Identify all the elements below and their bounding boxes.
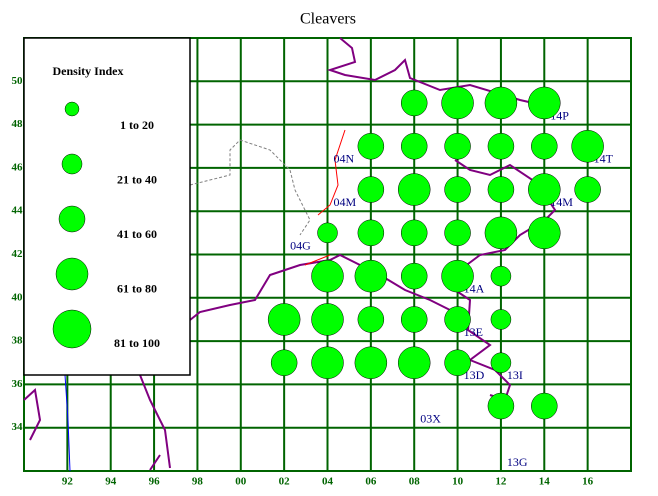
density-dot bbox=[490, 352, 512, 373]
density-dot bbox=[444, 349, 471, 376]
density-dot bbox=[441, 259, 474, 293]
density-dot bbox=[444, 306, 471, 333]
legend-box bbox=[23, 37, 191, 376]
legend-swatch bbox=[52, 309, 92, 349]
legend-title: Density Index bbox=[52, 64, 123, 78]
density-dot bbox=[270, 349, 298, 376]
y-tick-label: 48 bbox=[12, 118, 24, 130]
square-label: 13E bbox=[464, 325, 483, 339]
y-tick-label: 44 bbox=[12, 205, 24, 217]
density-dot bbox=[357, 176, 385, 203]
density-dot bbox=[528, 216, 561, 250]
x-tick-label: 14 bbox=[539, 476, 551, 488]
density-dot bbox=[531, 392, 558, 420]
density-dot bbox=[574, 176, 601, 203]
density-dot bbox=[487, 392, 515, 420]
legend-swatch bbox=[64, 101, 80, 117]
river bbox=[64, 374, 71, 472]
density-dot bbox=[311, 259, 344, 293]
density-dot bbox=[357, 133, 385, 160]
coastline bbox=[326, 37, 556, 109]
square-label: 04G bbox=[290, 238, 311, 252]
density-dot bbox=[528, 86, 561, 120]
x-tick-label: 08 bbox=[409, 476, 421, 488]
border bbox=[304, 129, 346, 266]
density-dot bbox=[444, 176, 471, 203]
square-label: 04N bbox=[334, 152, 355, 166]
legend-label: 81 to 100 bbox=[114, 336, 160, 350]
x-tick-label: 12 bbox=[495, 476, 507, 488]
density-dot bbox=[441, 86, 474, 120]
density-dot bbox=[357, 306, 385, 333]
density-dot bbox=[400, 89, 428, 117]
density-dot bbox=[397, 346, 431, 379]
square-label: 13G bbox=[507, 455, 528, 469]
coastline bbox=[453, 159, 557, 402]
map-title: Cleavers bbox=[300, 11, 356, 28]
border bbox=[189, 139, 311, 236]
square-label: 13I bbox=[507, 368, 523, 382]
x-tick-label: 98 bbox=[192, 476, 204, 488]
coastline bbox=[23, 374, 171, 471]
density-dot bbox=[484, 216, 518, 250]
x-tick-label: 02 bbox=[279, 476, 291, 488]
density-dot bbox=[267, 303, 301, 336]
legend-swatch bbox=[61, 153, 83, 175]
y-tick-label: 46 bbox=[12, 161, 24, 173]
x-tick-label: 16 bbox=[582, 476, 594, 488]
y-tick-label: 50 bbox=[12, 75, 24, 87]
density-dot bbox=[444, 133, 471, 160]
density-dot bbox=[487, 176, 515, 203]
density-dot bbox=[311, 303, 344, 336]
x-tick-label: 04 bbox=[322, 476, 334, 488]
density-dot bbox=[487, 133, 515, 160]
density-dot bbox=[400, 306, 428, 333]
density-dot bbox=[490, 265, 512, 287]
density-dot bbox=[571, 130, 604, 163]
density-dot bbox=[490, 309, 512, 330]
legend-label: 61 to 80 bbox=[117, 281, 157, 295]
x-tick-label: 10 bbox=[452, 476, 464, 488]
density-dot bbox=[528, 173, 561, 206]
density-dot bbox=[354, 346, 388, 379]
x-tick-label: 96 bbox=[149, 476, 161, 488]
square-label: 13D bbox=[464, 368, 485, 382]
x-tick-label: 06 bbox=[365, 476, 377, 488]
x-tick-label: 00 bbox=[235, 476, 247, 488]
legend-swatch bbox=[55, 257, 89, 291]
density-dot bbox=[354, 259, 388, 293]
y-tick-label: 40 bbox=[12, 291, 24, 303]
density-dot bbox=[400, 219, 428, 247]
boundaries bbox=[23, 37, 557, 472]
x-tick-label: 92 bbox=[62, 476, 74, 488]
density-dot bbox=[311, 346, 344, 379]
x-tick-label: 94 bbox=[105, 476, 117, 488]
legend-label: 21 to 40 bbox=[117, 172, 157, 186]
square-label: 04M bbox=[334, 195, 357, 209]
coastline bbox=[189, 253, 451, 321]
legend-swatch bbox=[58, 205, 86, 233]
density-dot bbox=[484, 86, 518, 120]
square-label: 03X bbox=[420, 411, 441, 425]
legend-label: 41 to 60 bbox=[117, 227, 157, 241]
density-dot bbox=[400, 133, 428, 160]
density-dot bbox=[397, 173, 431, 206]
density-dot bbox=[531, 133, 558, 160]
y-tick-label: 36 bbox=[12, 378, 24, 390]
y-tick-label: 34 bbox=[12, 421, 24, 433]
legend-label: 1 to 20 bbox=[120, 118, 154, 132]
density-dot bbox=[317, 222, 338, 244]
y-tick-label: 42 bbox=[12, 248, 24, 260]
y-tick-label: 38 bbox=[12, 335, 24, 347]
density-dot bbox=[400, 262, 428, 290]
density-dot bbox=[444, 219, 471, 247]
density-dot bbox=[357, 219, 385, 247]
